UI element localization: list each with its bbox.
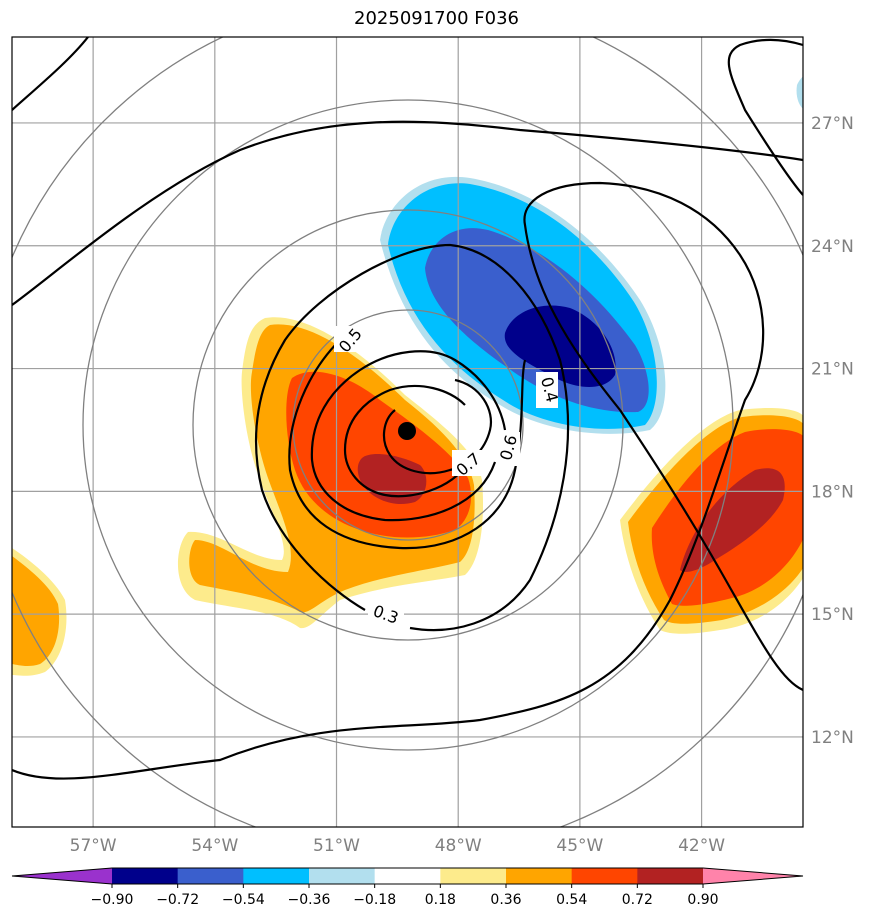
longitude-tick-label: 51°W [313, 836, 360, 856]
colorbar-segment [112, 868, 179, 884]
colorbar-tick-label: −0.90 [91, 892, 134, 908]
colorbar-segment [177, 868, 244, 884]
center-marker [398, 422, 416, 440]
colorbar-tick-label: 0.36 [490, 892, 521, 908]
contour-line [343, 384, 469, 498]
colorbar-tick-label: −0.54 [222, 892, 265, 908]
contour-line [12, 37, 89, 111]
colorbar-extend-low [12, 868, 112, 884]
colorbar-segment [440, 868, 507, 884]
range-ring [192, 209, 624, 641]
colorbar-tick-label: 0.72 [622, 892, 653, 908]
negative-region-topright [796, 76, 803, 109]
longitude-tick-label: 48°W [435, 836, 482, 856]
longitude-tick-label: 42°W [678, 836, 725, 856]
positive-region-west-edge-orange [12, 556, 60, 667]
shaded-regions [12, 76, 803, 676]
colorbar-segment [309, 868, 376, 884]
latitude-tick-label: 27°N [811, 114, 854, 134]
colorbar-tick-label: 0.18 [425, 892, 456, 908]
map-frame [11, 36, 804, 828]
contour-lines [12, 37, 803, 780]
latitude-tick-labels: 12°N 15°N 18°N 21°N 24°N 27°N [811, 114, 854, 748]
colorbar-segment [374, 868, 441, 884]
colorbar-tick-labels: −0.90 −0.72 −0.54 −0.36 −0.18 0.18 0.36 0.54 0.7… [91, 892, 719, 908]
longitude-tick-labels: 57°W 54°W 51°W 48°W 45°W 42°W [70, 836, 726, 856]
contour-line [254, 243, 570, 632]
latitude-tick-label: 21°N [811, 360, 854, 380]
colorbar-tick-label: 0.90 [687, 892, 718, 908]
colorbar-segment [243, 868, 310, 884]
latitude-tick-label: 24°N [811, 237, 854, 257]
colorbar [11, 867, 804, 888]
contour-label-group: 0.3 0.4 0.5 0.6 0.7 [334, 324, 562, 628]
latitude-tick-label: 18°N [811, 482, 854, 502]
chart-title: 2025091700 F036 [354, 8, 519, 29]
range-ring [82, 99, 734, 751]
colorbar-tick-label: 0.54 [556, 892, 587, 908]
contour-line [382, 378, 493, 475]
longitude-tick-label: 57°W [70, 836, 117, 856]
colorbar-segment [571, 868, 638, 884]
colorbar-extend-high [703, 868, 803, 884]
colorbar-segment [637, 868, 704, 884]
contour-line [619, 409, 803, 692]
colorbar-tick-label: −0.36 [288, 892, 331, 908]
colorbar-segment [506, 868, 573, 884]
colorbar-tick-label: −0.18 [353, 892, 396, 908]
longitude-tick-label: 45°W [556, 836, 603, 856]
latitude-tick-label: 12°N [811, 728, 854, 748]
contour-line [12, 181, 765, 780]
map-gridlines [12, 37, 803, 827]
longitude-tick-label: 54°W [191, 836, 238, 856]
latitude-tick-label: 15°N [811, 605, 854, 625]
contour-line [12, 120, 803, 306]
colorbar-tick-label: −0.72 [156, 892, 199, 908]
contour-line [310, 350, 507, 522]
contour-line [727, 38, 803, 196]
